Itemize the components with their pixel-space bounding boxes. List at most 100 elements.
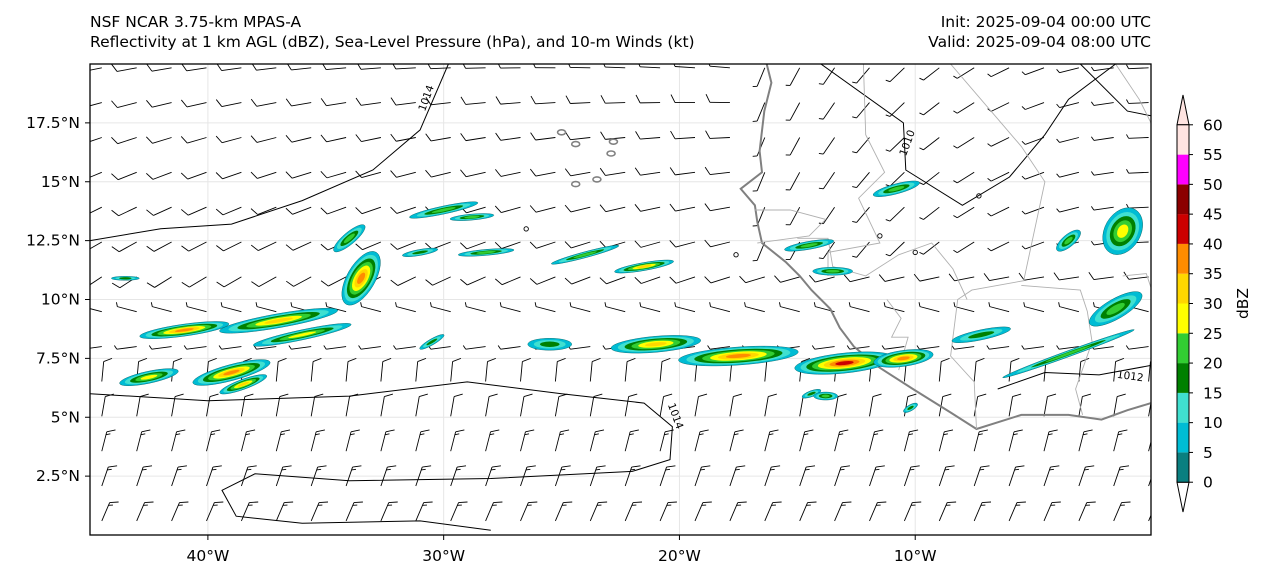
wind-barb bbox=[150, 302, 172, 313]
wind-barb bbox=[240, 501, 259, 522]
island bbox=[606, 150, 616, 157]
wind-barb bbox=[1021, 241, 1045, 250]
wind-barb bbox=[953, 102, 975, 114]
wind-barb bbox=[670, 130, 696, 140]
wind-barb bbox=[729, 393, 743, 417]
wind-barb bbox=[704, 239, 731, 248]
wind-barb bbox=[113, 345, 137, 350]
wind-barb bbox=[275, 429, 291, 452]
wind-barb bbox=[450, 429, 465, 452]
wind-barb bbox=[111, 64, 137, 72]
wind-barb bbox=[285, 241, 312, 251]
wind-barb bbox=[251, 276, 277, 288]
colorbar-segment bbox=[1177, 422, 1189, 453]
latitude-axis: 2.5°N 5°N 7.5°N 10°N 12.5°N 15°N 17.5°N bbox=[26, 114, 90, 485]
wind-barb bbox=[818, 137, 835, 155]
wind-barb bbox=[345, 357, 357, 382]
wind-barb bbox=[1043, 429, 1058, 452]
wind-barb bbox=[1126, 169, 1149, 174]
wind-barb bbox=[425, 133, 451, 142]
wind-barb bbox=[834, 393, 847, 417]
isobars bbox=[90, 64, 1151, 531]
wind-barb bbox=[1148, 357, 1151, 382]
wind-barb bbox=[534, 302, 556, 313]
wind-barb bbox=[240, 465, 257, 487]
wind-barb bbox=[181, 64, 207, 72]
wind-barb bbox=[988, 302, 1010, 313]
wind-barb bbox=[785, 137, 801, 156]
reflectivity-cell bbox=[343, 233, 355, 244]
wind-barb bbox=[1148, 396, 1151, 417]
colorbar-segment bbox=[1177, 303, 1189, 334]
wind-barb bbox=[320, 134, 347, 143]
wind-barb bbox=[148, 345, 172, 350]
wind-barb bbox=[288, 345, 312, 350]
colorbar-tick-label: 55 bbox=[1203, 146, 1223, 164]
wind-barb bbox=[919, 102, 940, 116]
wind-barb bbox=[869, 393, 882, 417]
wind-barb bbox=[564, 204, 591, 213]
wind-barb bbox=[554, 357, 566, 382]
wind-barb bbox=[818, 67, 835, 85]
colorbar-tick-label: 60 bbox=[1203, 116, 1223, 134]
wind-barb bbox=[1090, 171, 1114, 176]
wind-barb bbox=[323, 345, 347, 350]
wind-barb bbox=[251, 64, 277, 71]
isobar-loop bbox=[523, 226, 529, 232]
wind-barb bbox=[520, 501, 538, 522]
graticule bbox=[90, 64, 1151, 535]
wind-barb bbox=[785, 67, 801, 86]
wind-barb bbox=[216, 276, 242, 288]
colorbar-tick-label: 20 bbox=[1203, 355, 1223, 373]
reflectivity-cell bbox=[539, 341, 560, 347]
wind-barb bbox=[852, 137, 870, 154]
colorbar-label: dBZ bbox=[1234, 288, 1252, 319]
wind-barb bbox=[903, 393, 917, 417]
wind-barb bbox=[215, 171, 242, 180]
wind-barb bbox=[90, 102, 102, 109]
lat-tick-label: 7.5°N bbox=[36, 349, 80, 367]
wind-barb bbox=[320, 276, 347, 287]
wind-barb bbox=[1113, 429, 1128, 452]
wind-barb bbox=[494, 276, 521, 286]
wind-barb bbox=[345, 429, 360, 452]
wind-barb bbox=[554, 501, 573, 522]
wind-barb bbox=[520, 393, 533, 417]
wind-barb bbox=[146, 241, 172, 252]
wind-barb bbox=[670, 94, 695, 104]
wind-barb bbox=[811, 345, 835, 350]
wind-barb bbox=[1113, 357, 1125, 382]
lat-tick-label: 15°N bbox=[41, 173, 80, 191]
wind-barb bbox=[919, 67, 940, 81]
wind-barb bbox=[215, 206, 242, 216]
wind-barb bbox=[1018, 272, 1045, 281]
wind-barb bbox=[380, 429, 395, 452]
wind-barb bbox=[1126, 99, 1149, 104]
country-border bbox=[1021, 284, 1093, 416]
wind-barb bbox=[1148, 431, 1151, 452]
map-header-right: Init: 2025-09-04 00:00 UTC Valid: 2025-0… bbox=[928, 12, 1151, 52]
wind-barb bbox=[809, 275, 835, 283]
wind-barb bbox=[987, 171, 1010, 182]
wind-barb bbox=[785, 102, 801, 121]
wind-barb bbox=[729, 501, 747, 522]
wind-barb bbox=[634, 204, 661, 212]
reflectivity-cell bbox=[357, 272, 366, 284]
colorbar-segment bbox=[1177, 243, 1189, 274]
colorbar-segment bbox=[1177, 333, 1189, 364]
wind-barb bbox=[310, 393, 324, 417]
wind-barb bbox=[425, 169, 451, 178]
wind-barb bbox=[634, 276, 661, 284]
reflectivity-cell bbox=[636, 264, 652, 269]
country-border bbox=[1122, 273, 1151, 288]
wind-barb bbox=[1090, 206, 1114, 211]
wind-barb bbox=[973, 429, 988, 452]
colorbar-tick-label: 30 bbox=[1203, 295, 1223, 313]
lon-tick-label: 20°W bbox=[658, 547, 701, 565]
colorbar-tick-label: 50 bbox=[1203, 176, 1223, 194]
wind-barb bbox=[425, 96, 451, 106]
reflectivity-bands bbox=[111, 180, 1143, 413]
wind-barb bbox=[987, 241, 1010, 252]
wind-barb bbox=[206, 429, 221, 452]
wind-barb bbox=[218, 345, 242, 350]
